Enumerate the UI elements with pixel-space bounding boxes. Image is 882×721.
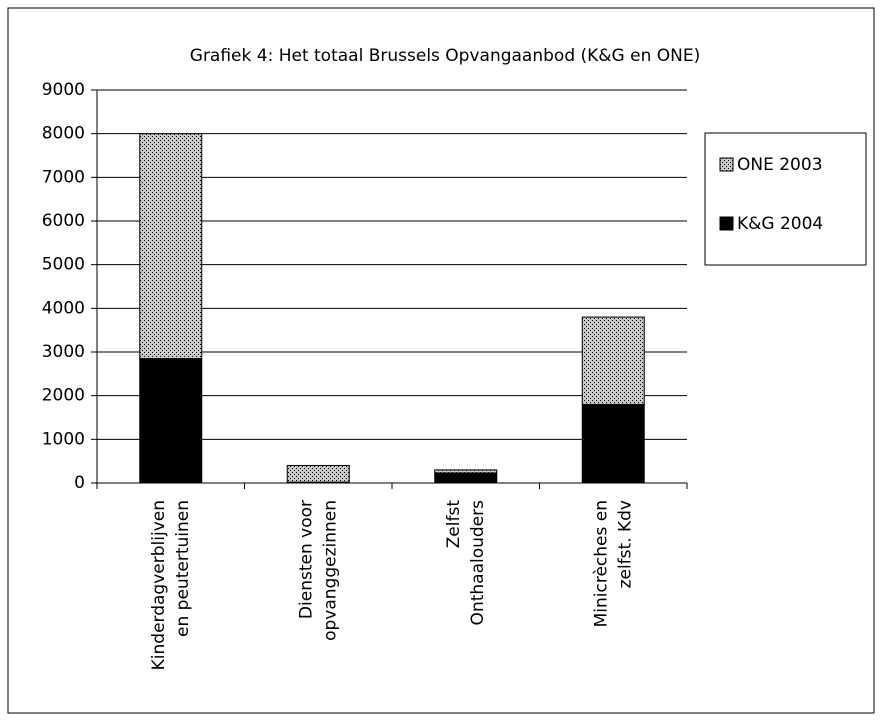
bar-segment (434, 472, 498, 484)
frame (7, 7, 875, 714)
legend-label: K&G 2004 (737, 214, 823, 234)
bar-segment (581, 403, 645, 484)
bar-segment (139, 133, 203, 360)
legend-swatch (719, 216, 734, 231)
x-tick-label: opvanggezinnen (320, 500, 340, 641)
y-tick-label: 7000 (42, 167, 85, 187)
x-tick-label: Zelfst (444, 500, 464, 549)
x-tick-label: en peutertuinen (173, 500, 193, 637)
y-tick-label: 8000 (42, 124, 85, 144)
y-tick-label: 4000 (42, 298, 85, 318)
y-tick-label: 5000 (42, 255, 85, 275)
y-tick-label: 2000 (42, 386, 85, 406)
y-tick-label: 6000 (42, 211, 85, 231)
y-tick-label: 1000 (42, 429, 85, 449)
bar-segment (286, 465, 350, 483)
x-tick-label: Diensten voor (296, 500, 316, 619)
x-tick-label: Onthaalouders (468, 500, 488, 626)
y-tick-label: 9000 (42, 80, 85, 100)
x-tick-label: Kinderdagverblijven (149, 500, 169, 670)
y-tick-label: 0 (74, 473, 85, 493)
bar-segment (581, 316, 645, 405)
legend-box (704, 132, 867, 266)
chart-title: Grafiek 4: Het totaal Brussels Opvangaan… (190, 46, 700, 66)
y-tick-label: 3000 (42, 342, 85, 362)
x-tick-label: zelfst. Kdv (615, 500, 635, 588)
bar-segment (434, 469, 498, 474)
x-tick-label: Minicrèches en (591, 500, 611, 627)
legend-label: ONE 2003 (737, 155, 823, 175)
bar-segment (139, 358, 203, 484)
legend-swatch (719, 157, 734, 172)
